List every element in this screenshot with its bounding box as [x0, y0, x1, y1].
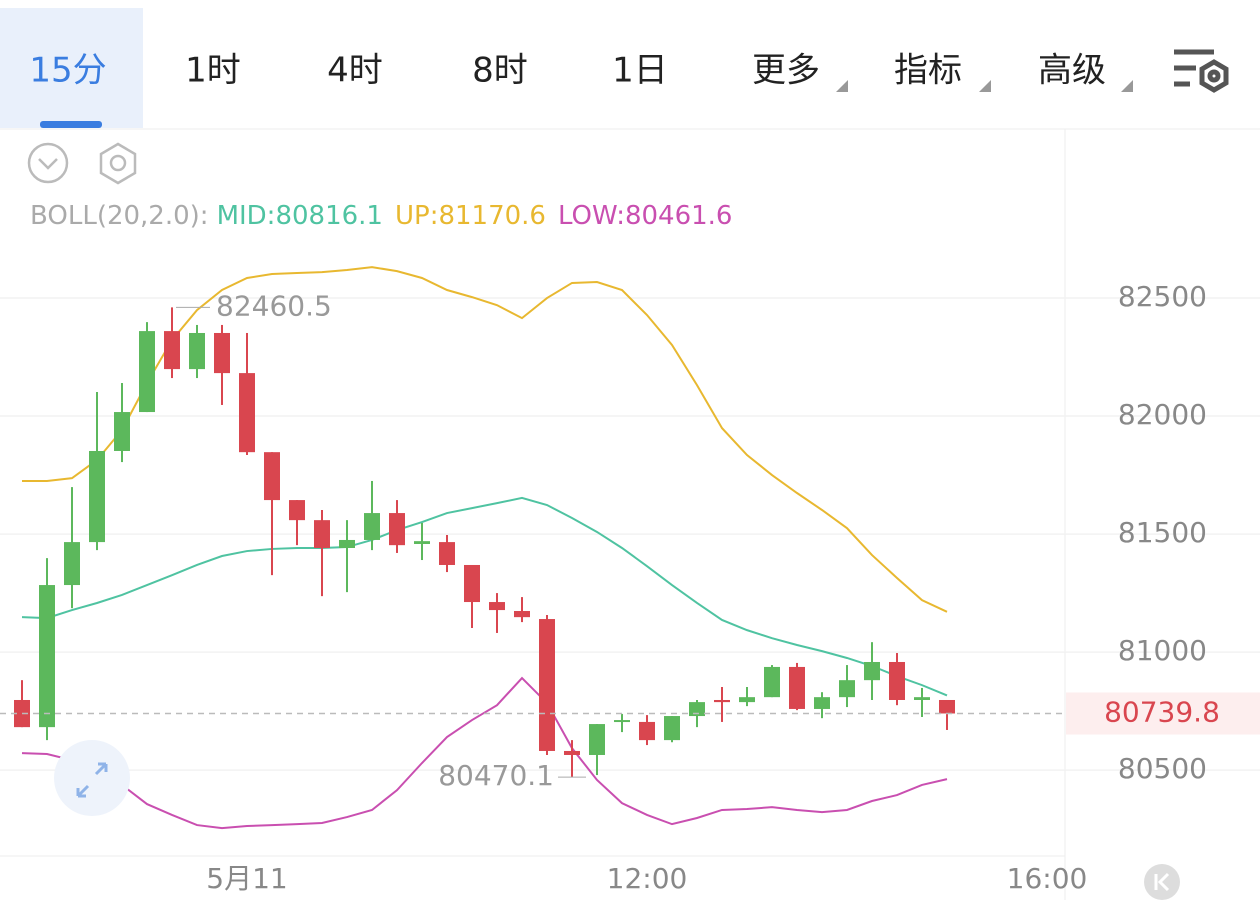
expand-arrows: [76, 762, 108, 798]
icon-circle: [27, 142, 69, 184]
candle-body: [914, 697, 930, 700]
candle-body: [389, 513, 405, 546]
candle-body: [189, 332, 205, 370]
tab[interactable]: 4时: [327, 51, 383, 91]
max-label: 82460.5: [216, 289, 332, 322]
y-tick-label: 81000: [1118, 634, 1207, 667]
candle-body: [64, 542, 80, 586]
legend-name: UP:: [395, 201, 438, 231]
tab[interactable]: 1日: [612, 51, 668, 91]
current-price-label: 80739.8: [1104, 695, 1220, 728]
icon-k: [1154, 872, 1170, 892]
candle-body: [939, 699, 955, 714]
candle-body: [314, 520, 330, 548]
tab[interactable]: 8时: [472, 51, 528, 91]
candle-body: [789, 666, 805, 709]
fullscreen-button[interactable]: [54, 740, 130, 816]
candle-body: [689, 702, 705, 717]
candle-body: [139, 331, 155, 413]
candle-body: [489, 602, 505, 611]
scroll-latest-button[interactable]: [1144, 864, 1180, 900]
min-label: 80470.1: [438, 759, 554, 792]
tab-bar: 15分 1时 4时 8时 1日 更多 指标 高级: [29, 51, 1106, 91]
candle-body: [339, 539, 355, 548]
settings-icon[interactable]: [1174, 49, 1229, 93]
candle-body: [89, 450, 105, 543]
candle-body: [289, 500, 305, 521]
legend-name: LOW:: [558, 201, 625, 231]
candle-body: [714, 699, 730, 703]
candle-body: [464, 564, 480, 603]
candle-body: [539, 619, 555, 751]
x-tick-label: 5月11: [206, 862, 287, 895]
tab[interactable]: 1时: [185, 51, 241, 91]
active-tab-bg: [0, 8, 143, 128]
tab[interactable]: 指标: [894, 51, 962, 91]
band-line: [21, 496, 948, 697]
candle-body: [589, 724, 605, 755]
candle-body: [114, 412, 130, 451]
x-tick-label: 16:00: [1007, 862, 1088, 895]
band-line: [21, 676, 948, 830]
candle-body: [364, 513, 380, 540]
dropdown-arrow: [1121, 80, 1133, 92]
icon-dot: [1207, 69, 1221, 83]
legend-name: MID:: [217, 201, 276, 231]
icon-dot: [109, 154, 127, 172]
dropdown-arrow: [836, 80, 848, 92]
candle-body: [164, 331, 180, 370]
x-tick-label: 12:00: [607, 862, 688, 895]
candle-body: [614, 720, 630, 723]
candle-body: [439, 542, 455, 565]
y-tick-label: 82500: [1118, 280, 1207, 313]
candle-body: [639, 721, 655, 741]
candle-body: [739, 697, 755, 703]
legend-value: 80816.1: [275, 201, 383, 231]
button-bg: [54, 740, 130, 816]
legend-value: 80461.6: [625, 201, 733, 231]
indicator-settings-icon[interactable]: [99, 142, 137, 185]
active-tab-indicator: [40, 121, 102, 128]
candle-body: [239, 373, 255, 453]
indicator-legend: BOLL(20,2.0): MID:80816.1 UP:81170.6 LOW:80…: [30, 201, 732, 231]
tab[interactable]: 更多: [752, 51, 820, 91]
indicator-label: BOLL(20,2.0):: [30, 201, 209, 231]
icon-chevron: [38, 158, 58, 170]
candle-body: [889, 661, 905, 700]
candle-body: [564, 750, 580, 755]
y-tick-label: 80500: [1118, 752, 1207, 785]
candle-body: [864, 661, 880, 681]
current-price-bg: [1066, 692, 1260, 735]
candle-body: [214, 332, 230, 374]
y-tick-label: 81500: [1118, 516, 1207, 549]
icon-hex: [1199, 59, 1229, 93]
candle-body: [514, 611, 530, 618]
legend-value: 81170.6: [438, 201, 546, 231]
y-tick-label: 82000: [1118, 398, 1207, 431]
candle-body: [264, 452, 280, 501]
candle-body: [414, 541, 430, 544]
candle-body: [814, 697, 830, 709]
tab[interactable]: 15分: [29, 51, 106, 91]
icon-hex: [99, 142, 137, 185]
collapse-icon[interactable]: [27, 142, 69, 184]
candle-body: [39, 585, 55, 728]
dropdown-arrow: [979, 80, 991, 92]
tab[interactable]: 高级: [1038, 51, 1106, 91]
dropdown-arrows: [836, 80, 1133, 92]
candle-body: [664, 716, 680, 741]
candle-body: [839, 680, 855, 698]
candle-body: [764, 666, 780, 698]
plot: 82500 82000 81500 81000 80500 5月11 12:00 16:00 8…: [0, 266, 1260, 895]
